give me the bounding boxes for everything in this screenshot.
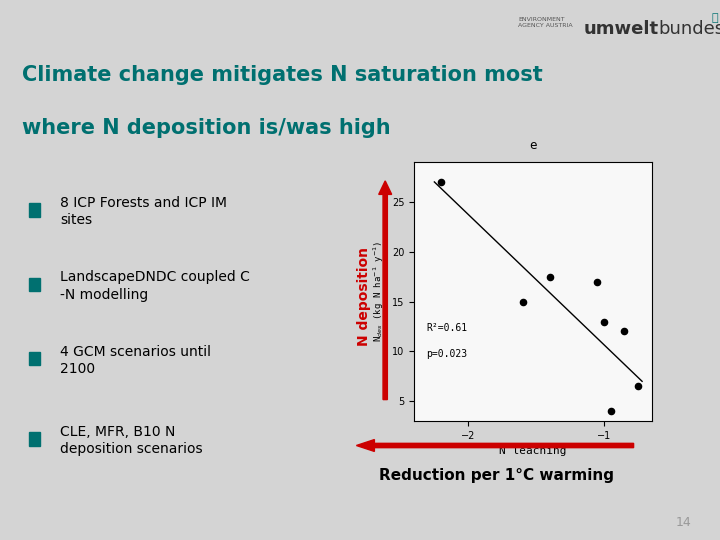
X-axis label: N leaching: N leaching [499,447,567,456]
Y-axis label: N$_{des}$ (kg N ha$^{-1}$ y$^{-1}$): N$_{des}$ (kg N ha$^{-1}$ y$^{-1}$) [372,241,386,342]
Point [592,278,603,286]
Text: where N deposition is/was high: where N deposition is/was high [22,118,390,138]
Text: R²=0.61: R²=0.61 [426,323,467,333]
FancyBboxPatch shape [29,203,40,217]
Text: umwelt: umwelt [583,20,658,38]
Point [517,297,528,306]
Text: Ⓤ: Ⓤ [712,13,719,23]
Text: N deposition: N deposition [356,247,371,347]
Text: p=0.023: p=0.023 [426,349,467,359]
Text: ENVIRONMENT
AGENCY AUSTRIA: ENVIRONMENT AGENCY AUSTRIA [518,17,573,28]
Text: LandscapeDNDC coupled C
-N modelling: LandscapeDNDC coupled C -N modelling [60,271,251,301]
FancyBboxPatch shape [29,432,40,445]
Point [544,272,556,281]
Text: 14: 14 [675,516,691,529]
Text: Reduction per 1°C warming: Reduction per 1°C warming [379,468,614,483]
Point [436,178,447,186]
Point [618,327,630,336]
Text: bundesamt: bundesamt [659,20,720,38]
Text: e: e [529,139,536,152]
Text: 8 ICP Forests and ICP IM
sites: 8 ICP Forests and ICP IM sites [60,196,228,227]
FancyBboxPatch shape [29,352,40,365]
FancyBboxPatch shape [29,278,40,291]
Text: 4 GCM scenarios until
2100: 4 GCM scenarios until 2100 [60,345,212,376]
Text: Climate change mitigates N saturation most: Climate change mitigates N saturation mo… [22,65,542,85]
Point [632,382,644,390]
Text: CLE, MFR, B10 N
deposition scenarios: CLE, MFR, B10 N deposition scenarios [60,424,203,456]
Point [598,317,610,326]
Point [605,407,616,416]
